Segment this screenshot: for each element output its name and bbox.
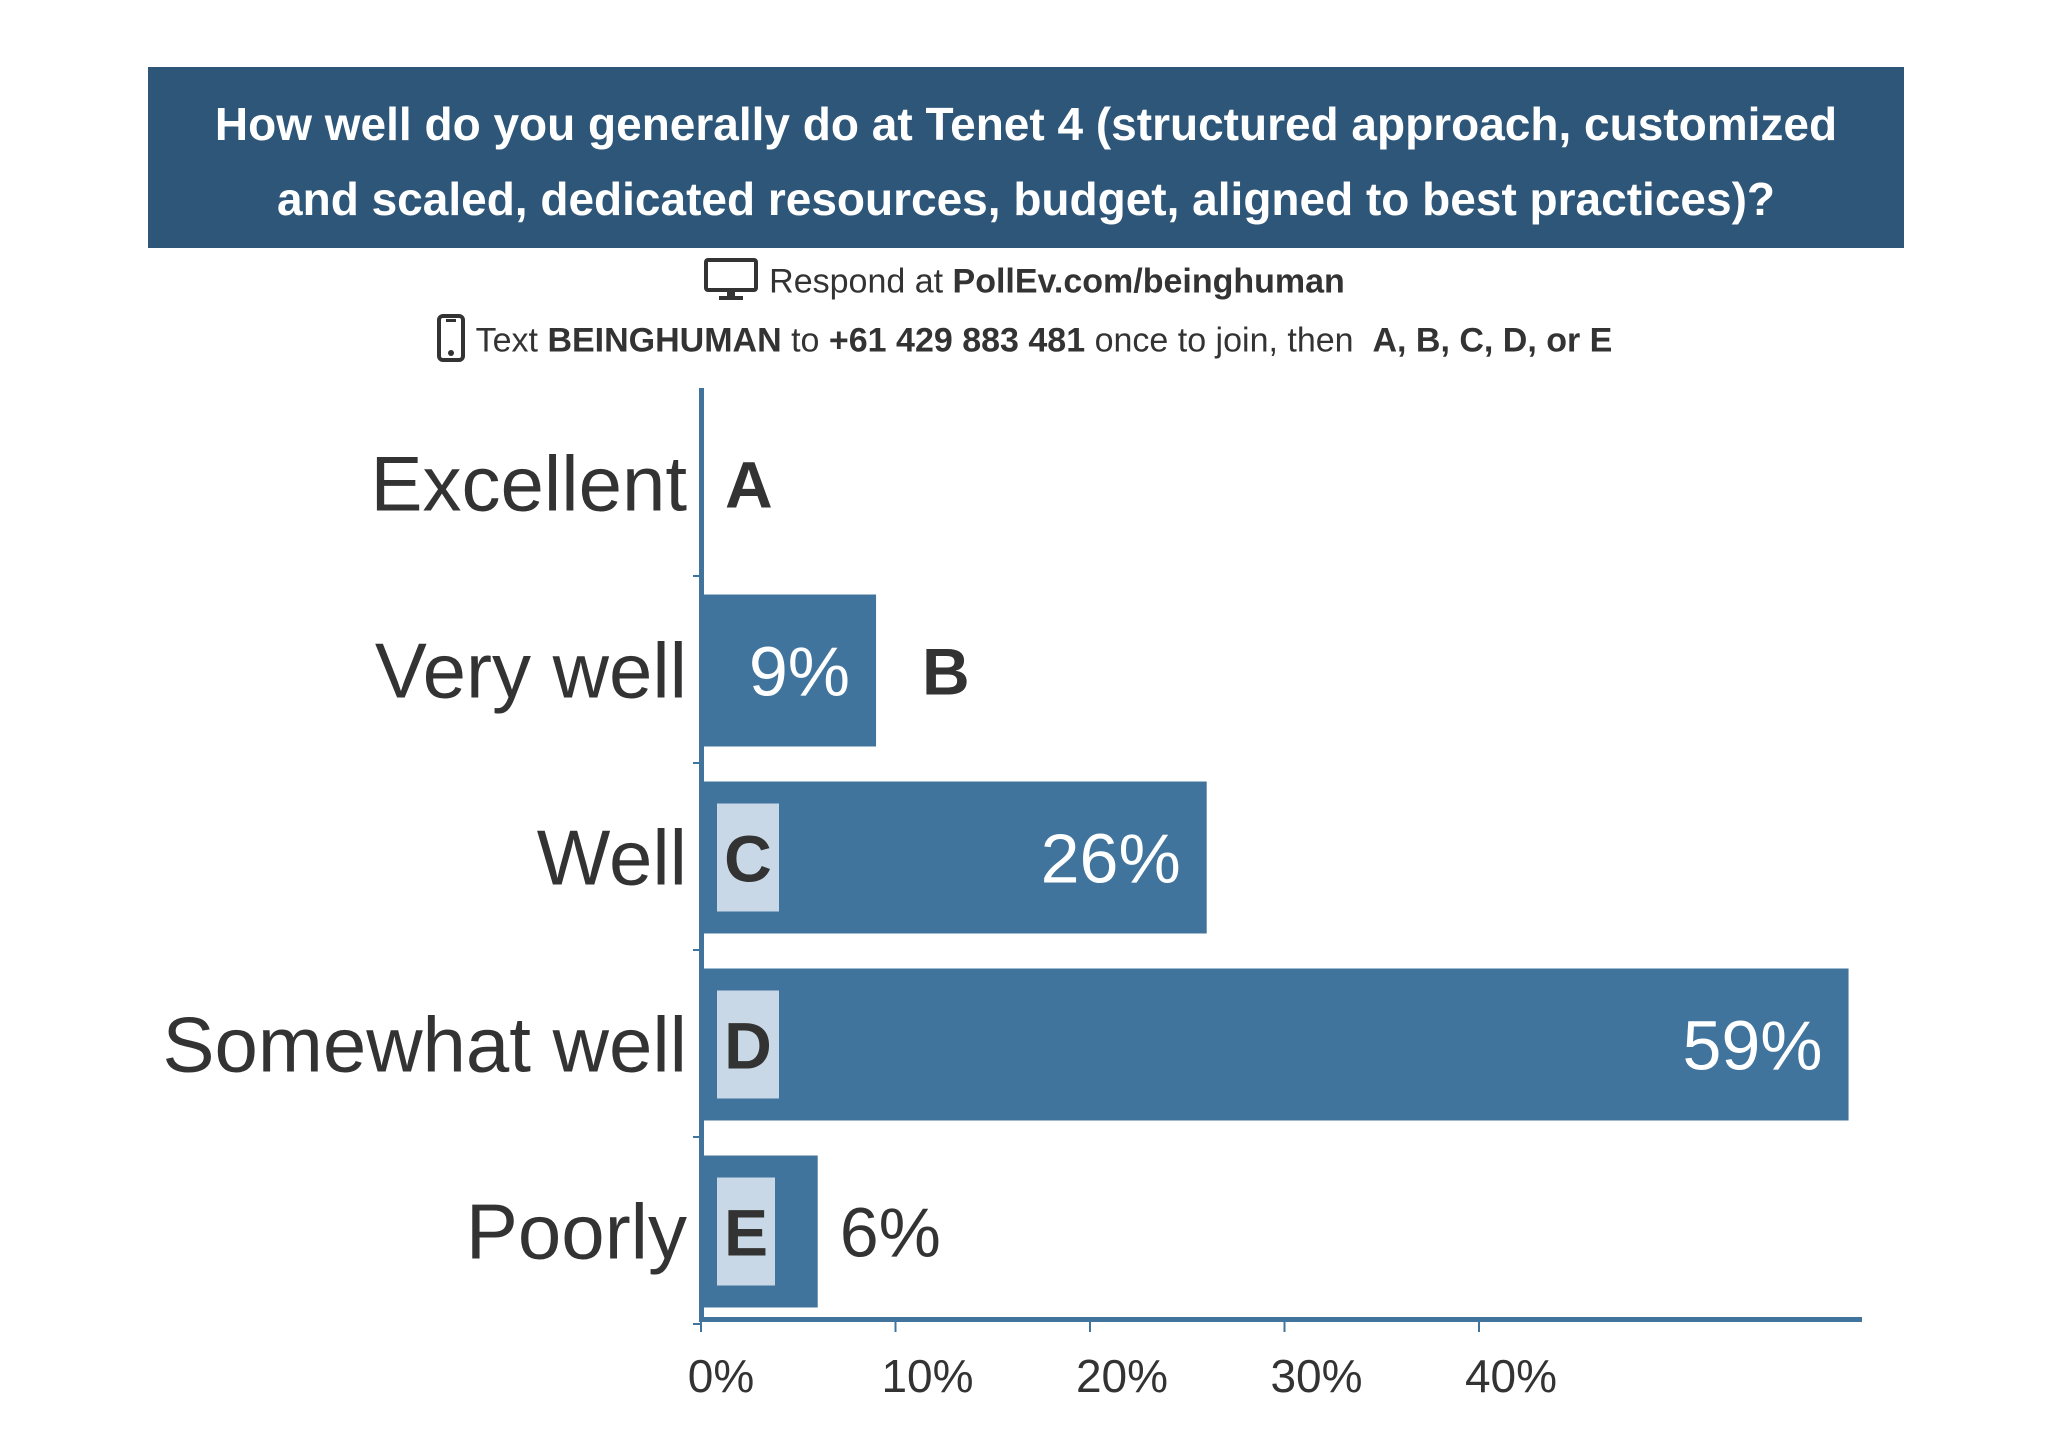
x-tick-label-0: 0%	[688, 1350, 754, 1402]
x-axis-line	[699, 1317, 1862, 1322]
value-label-somewhat-well: 59%	[1682, 1007, 1822, 1085]
category-label-well: Well	[537, 814, 687, 902]
option-letter-a: A	[725, 448, 773, 522]
respond-prefix: Respond at	[769, 262, 944, 301]
phone-icon	[436, 314, 466, 371]
question-title-line-2: and scaled, dedicated resources, budget,…	[277, 172, 1775, 225]
value-label-poorly: 6%	[840, 1194, 941, 1272]
value-label-very-well: 9%	[749, 633, 850, 711]
category-label-excellent: Excellent	[371, 440, 688, 528]
respond-url[interactable]: PollEv.com/beinghuman	[952, 262, 1345, 301]
option-letter-d: D	[724, 1009, 772, 1083]
bar-very-well	[701, 594, 877, 747]
category-label-somewhat-well: Somewhat well	[162, 1001, 687, 1089]
respond-instructions: Respond at PollEv.com/beinghuman	[0, 257, 2048, 310]
bar-well	[701, 781, 1207, 934]
monitor-icon	[703, 257, 759, 310]
text-options: A, B, C, D, or E	[1372, 321, 1613, 360]
option-letter-e: E	[724, 1196, 768, 1270]
y-axis-tick	[693, 762, 701, 764]
x-axis-tick	[700, 1322, 702, 1332]
category-label-very-well: Very well	[375, 627, 687, 715]
y-axis-tick	[693, 1323, 701, 1325]
y-axis-tick	[693, 1136, 701, 1138]
text-middle: once to join, then	[1094, 321, 1354, 360]
x-axis-tick	[1283, 1322, 1286, 1332]
x-tick-label-20: 20%	[1076, 1350, 1168, 1402]
text-prefix: Text	[475, 321, 538, 360]
value-label-well: 26%	[1041, 820, 1181, 898]
x-axis-tick	[1478, 1322, 1480, 1332]
x-tick-label-40: 40%	[1465, 1350, 1557, 1402]
option-letter-box-e	[717, 1177, 775, 1286]
x-tick-label-30: 30%	[1270, 1350, 1362, 1402]
option-letter-c: C	[724, 822, 772, 896]
x-axis-tick	[1089, 1322, 1091, 1332]
text-instructions: Text BEINGHUMAN to +61 429 883 481 once …	[0, 314, 2048, 371]
bar-somewhat-well	[701, 968, 1849, 1121]
option-letter-box-d	[717, 990, 779, 1099]
y-axis-tick	[693, 575, 701, 577]
y-axis-tick	[693, 949, 701, 951]
question-title-line-1: How well do you generally do at Tenet 4 …	[214, 97, 1838, 150]
category-label-poorly: Poorly	[466, 1188, 687, 1276]
option-letter-box-c	[717, 803, 779, 912]
text-to: to	[791, 321, 820, 360]
text-number: +61 429 883 481	[828, 321, 1086, 360]
text-keyword: BEINGHUMAN	[547, 321, 782, 360]
x-tick-label-10: 10%	[881, 1350, 973, 1402]
option-letter-b: B	[922, 635, 970, 709]
x-axis-tick	[894, 1322, 897, 1332]
question-banner: How well do you generally do at Tenet 4 …	[148, 67, 1904, 248]
